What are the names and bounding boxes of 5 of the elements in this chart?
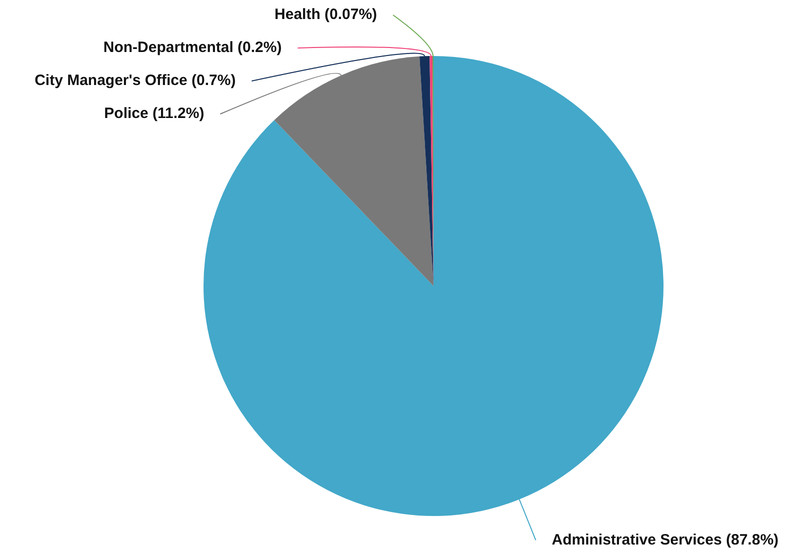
slice-label: Non-Departmental (0.2%) [103,39,282,56]
slice-label: Health (0.07%) [274,6,378,24]
slice-label: Administrative Services (87.8%) [552,531,779,548]
slice-label: City Manager's Office (0.7%) [34,72,236,90]
slice-label: Police (11.2%) [104,105,204,122]
